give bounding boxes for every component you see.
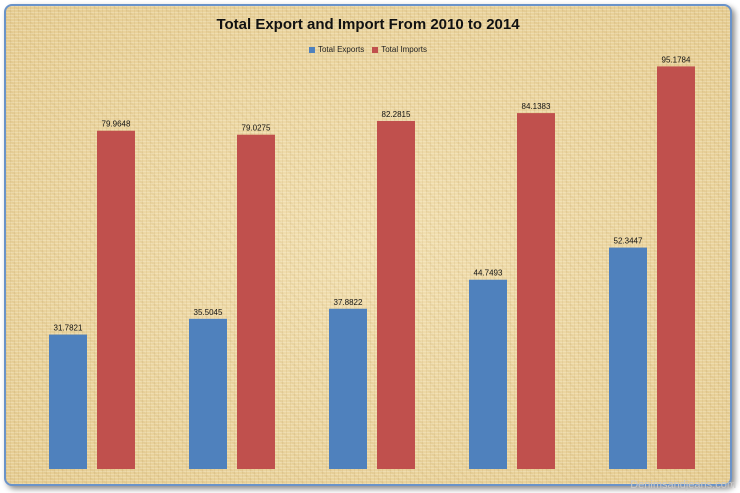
watermark: Denimsandjeans.com: [630, 479, 736, 491]
bar-imports-0: [97, 130, 135, 469]
bar-imports-2: [377, 120, 415, 470]
data-label-exports-0: 31.7821: [54, 324, 83, 333]
data-label-exports-1: 35.5045: [194, 308, 223, 317]
bar-exports-3: [469, 279, 507, 469]
legend: Total Exports Total Imports: [6, 45, 730, 54]
data-label-imports-3: 84.1383: [522, 102, 551, 111]
legend-item-exports: Total Exports: [308, 45, 365, 54]
data-label-exports-3: 44.7493: [474, 269, 503, 278]
bar-imports-3: [517, 113, 555, 469]
data-label-imports-4: 95.1784: [662, 55, 691, 64]
chart-title: Total Export and Import From 2010 to 201…: [216, 16, 520, 33]
plot-area: 31.7821 79.9648 35.5045 79.0275 37.8822 82.28…: [49, 55, 695, 470]
data-label-exports-2: 37.8822: [334, 298, 363, 307]
chart-frame: Total Export and Import From 2010 to 201…: [4, 4, 732, 486]
bar-imports-1: [237, 134, 275, 469]
legend-swatch-exports: [308, 46, 315, 53]
data-label-imports-0: 79.9648: [102, 120, 131, 129]
data-label-imports-2: 82.2815: [382, 110, 411, 119]
data-label-imports-1: 79.0275: [242, 124, 271, 133]
legend-item-imports: Total Imports: [372, 45, 427, 54]
bar-imports-4: [657, 66, 695, 469]
bar-exports-2: [329, 308, 367, 469]
bar-exports-4: [609, 247, 647, 469]
legend-swatch-imports: [372, 46, 379, 53]
legend-label-imports: Total Imports: [381, 45, 428, 54]
bar-exports-1: [189, 318, 227, 469]
data-label-exports-4: 52.3447: [614, 237, 643, 246]
bar-exports-0: [49, 334, 87, 469]
legend-label-exports: Total Exports: [317, 45, 365, 54]
